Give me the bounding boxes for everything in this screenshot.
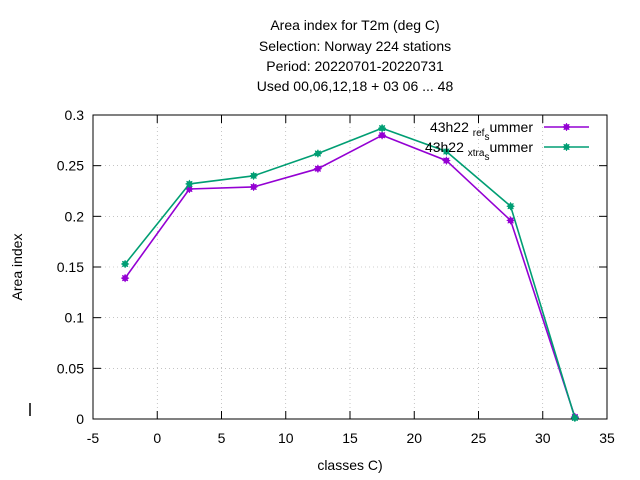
- x-axis-label: classes C): [317, 457, 382, 473]
- data-point: [249, 171, 259, 181]
- legend-label: 43h22 refsummer: [430, 119, 533, 143]
- y-tick-label: 0: [76, 411, 84, 427]
- title-line-2: Selection: Norway 224 stations: [259, 38, 451, 54]
- legend-marker: [561, 122, 572, 132]
- x-tick-label: -5: [87, 430, 100, 446]
- x-tick-label: 35: [599, 430, 615, 446]
- legend-label-sub: s: [484, 132, 489, 143]
- data-point: [506, 201, 516, 211]
- series: [120, 123, 580, 423]
- series-0: [120, 130, 580, 422]
- data-point: [313, 148, 323, 159]
- y-tick-label: 0.3: [65, 107, 85, 123]
- legend-label-sub: s: [484, 152, 489, 163]
- series-line: [124, 127, 576, 419]
- grid: [93, 115, 607, 419]
- x-tick-label: 30: [535, 430, 551, 446]
- legend-marker: [561, 142, 572, 152]
- y-tick-label: 0.25: [57, 158, 84, 174]
- x-tick-label: 15: [342, 430, 358, 446]
- series-line: [124, 134, 576, 418]
- data-point: [377, 123, 387, 133]
- legend-label-end: ummer: [489, 119, 533, 135]
- title-line-4: Used 00,06,12,18 + 03 06 ... 48: [257, 78, 454, 94]
- y-tick-label: 0.2: [65, 208, 85, 224]
- data-point: [184, 179, 194, 189]
- x-tick-label: 10: [278, 430, 294, 446]
- x-tick-label: 25: [471, 430, 487, 446]
- y-tick-label: 0.15: [57, 259, 84, 275]
- legend-entry-0: 43h22 refsummer: [430, 119, 589, 143]
- x-tick-label: 5: [218, 430, 226, 446]
- legend-label-main: 43h22: [425, 139, 468, 155]
- x-tick-label: 20: [406, 430, 422, 446]
- data-point: [441, 156, 451, 166]
- title-line-3: Period: 20220701-20220731: [266, 58, 444, 74]
- data-point: [120, 259, 130, 269]
- data-point: [249, 182, 259, 192]
- legend-label-sub: xtra: [468, 148, 485, 159]
- data-point: [377, 130, 387, 140]
- series-1: [120, 123, 580, 423]
- legend-label-main: 43h22: [430, 119, 473, 135]
- data-point: [120, 273, 130, 283]
- legend-label: 43h22 xtrasummer: [425, 139, 533, 163]
- x-tick-label: 0: [153, 430, 161, 446]
- y-tick-label: 0.1: [65, 310, 85, 326]
- title-line-1: Area index for T2m (deg C): [270, 17, 439, 33]
- y-tick-label: 0.05: [57, 360, 84, 376]
- legend-label-sub: ref: [473, 128, 485, 139]
- legend-label-end: ummer: [489, 139, 533, 155]
- data-point: [313, 164, 323, 174]
- data-point: [570, 413, 580, 423]
- data-point: [441, 146, 451, 157]
- chart-title: Area index for T2m (deg C) Selection: No…: [257, 17, 454, 94]
- legend-entry-1: 43h22 xtrasummer: [425, 139, 589, 163]
- y-axis-label: Area index: [9, 234, 25, 301]
- axis-ticks: 00.050.10.150.20.250.3-5 0 5 10 15 20 25 30 35: [29, 107, 615, 446]
- data-point: [506, 215, 516, 225]
